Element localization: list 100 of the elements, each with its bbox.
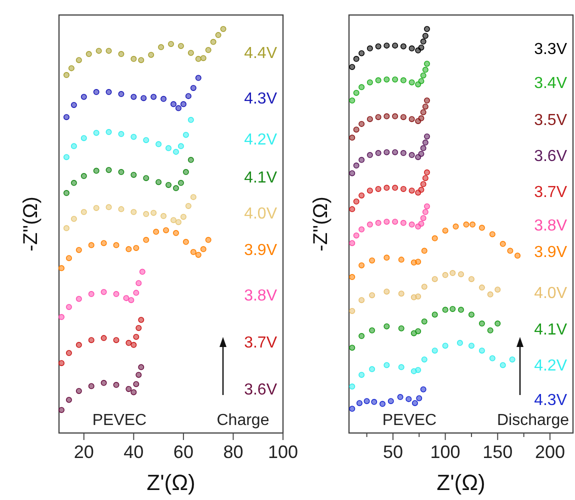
point — [458, 271, 464, 278]
point — [353, 126, 360, 133]
x-tick-label: 100 — [268, 442, 298, 462]
point — [487, 327, 494, 334]
point — [432, 276, 438, 282]
point — [392, 76, 398, 82]
point — [424, 169, 430, 176]
point — [369, 327, 376, 334]
point — [364, 398, 370, 404]
point — [420, 386, 426, 392]
point — [106, 166, 112, 173]
point — [420, 181, 426, 188]
point — [188, 156, 194, 163]
annotation: PEVEC — [92, 412, 147, 429]
point — [349, 274, 356, 280]
point — [422, 209, 428, 216]
point — [153, 228, 160, 235]
point — [86, 51, 92, 58]
point — [126, 246, 132, 252]
point — [415, 328, 422, 334]
point — [358, 333, 365, 340]
point — [172, 148, 179, 155]
text: 4.3V — [534, 392, 568, 410]
point — [76, 296, 82, 302]
point — [106, 48, 112, 54]
point — [136, 372, 142, 378]
point — [422, 66, 428, 73]
point — [80, 94, 87, 100]
point — [353, 198, 360, 205]
point — [63, 190, 70, 196]
point — [178, 143, 184, 150]
point — [88, 291, 94, 298]
point — [158, 44, 164, 50]
text: 3.8V — [534, 218, 568, 235]
point — [349, 240, 356, 246]
point — [63, 114, 70, 120]
point — [190, 194, 196, 200]
point — [507, 248, 514, 254]
point — [136, 280, 142, 286]
point — [175, 105, 182, 112]
point — [442, 228, 448, 234]
point — [200, 55, 206, 62]
point — [424, 60, 430, 67]
point — [182, 169, 189, 176]
x-tick-label: 100 — [430, 442, 460, 462]
point — [432, 348, 438, 354]
point — [415, 258, 422, 265]
point — [400, 186, 406, 192]
point — [398, 325, 404, 332]
point — [418, 220, 424, 227]
point — [356, 400, 362, 406]
text: 3.7V — [244, 334, 278, 352]
point — [424, 133, 430, 140]
point — [113, 337, 120, 344]
point — [408, 79, 415, 86]
point — [366, 222, 373, 228]
point — [375, 43, 382, 50]
point — [384, 218, 390, 225]
point — [424, 26, 430, 32]
point — [156, 141, 162, 148]
point — [118, 91, 124, 98]
point — [178, 42, 184, 49]
point — [349, 206, 356, 212]
point — [398, 290, 404, 297]
point — [408, 188, 415, 194]
point — [96, 48, 102, 54]
point — [478, 348, 485, 354]
point — [398, 364, 404, 370]
point — [400, 220, 406, 226]
point — [420, 109, 426, 116]
point — [66, 304, 72, 310]
point — [76, 388, 82, 394]
point — [420, 72, 426, 78]
point — [358, 226, 365, 232]
point — [66, 396, 72, 403]
point — [358, 50, 365, 56]
point — [442, 342, 448, 349]
point — [418, 78, 424, 84]
point — [80, 173, 87, 180]
point — [470, 222, 476, 228]
point — [415, 366, 422, 373]
x-axis-title: Z'(Ω) — [146, 470, 196, 495]
point — [349, 344, 356, 351]
point — [392, 218, 398, 225]
x-tick-label: 20 — [74, 442, 94, 462]
point — [133, 244, 140, 251]
point — [366, 152, 373, 158]
point — [509, 356, 516, 362]
point — [415, 293, 422, 300]
point — [139, 268, 146, 275]
point — [366, 116, 373, 122]
point — [106, 129, 112, 136]
point — [375, 150, 382, 156]
point — [130, 56, 137, 62]
point — [392, 113, 398, 120]
text: 3.8V — [244, 287, 278, 304]
point — [113, 382, 120, 388]
point — [170, 217, 176, 224]
point — [188, 116, 194, 123]
point — [349, 134, 356, 141]
